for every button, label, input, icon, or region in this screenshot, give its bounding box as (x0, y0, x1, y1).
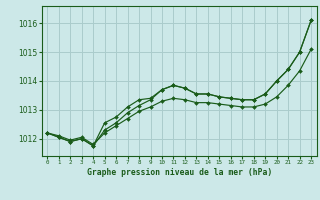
X-axis label: Graphe pression niveau de la mer (hPa): Graphe pression niveau de la mer (hPa) (87, 168, 272, 177)
